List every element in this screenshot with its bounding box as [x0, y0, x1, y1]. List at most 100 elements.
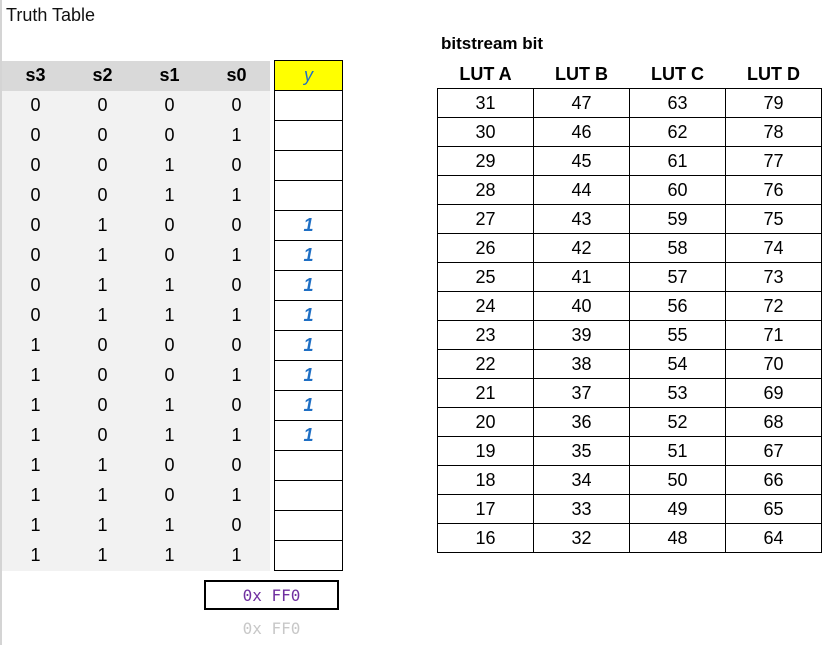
- lut-cell[interactable]: 19: [437, 436, 534, 466]
- cell-y[interactable]: [274, 510, 343, 541]
- lut-cell[interactable]: 66: [725, 465, 822, 495]
- lut-cell[interactable]: 62: [629, 117, 726, 147]
- cell-s0[interactable]: 1: [203, 180, 270, 211]
- cell-s3[interactable]: 1: [2, 450, 69, 481]
- lut-cell[interactable]: 33: [533, 494, 630, 524]
- cell-s1[interactable]: 1: [136, 510, 203, 541]
- cell-s1[interactable]: 0: [136, 210, 203, 241]
- lut-cell[interactable]: 72: [725, 291, 822, 321]
- cell-s1[interactable]: 0: [136, 330, 203, 361]
- lut-cell[interactable]: 69: [725, 378, 822, 408]
- lut-header[interactable]: LUT D: [747, 63, 800, 84]
- cell-s0[interactable]: 1: [203, 120, 270, 151]
- cell-y[interactable]: 1: [274, 330, 343, 361]
- lut-cell[interactable]: 37: [533, 378, 630, 408]
- cell-s3[interactable]: 1: [2, 390, 69, 421]
- lut-cell[interactable]: 59: [629, 204, 726, 234]
- cell-s1[interactable]: 0: [136, 480, 203, 511]
- cell-s1[interactable]: 0: [136, 360, 203, 391]
- cell-s2[interactable]: 0: [69, 390, 136, 421]
- cell-s0[interactable]: 1: [203, 360, 270, 391]
- header-s3[interactable]: s3: [2, 60, 69, 91]
- cell-s0[interactable]: 0: [203, 90, 270, 121]
- lut-cell[interactable]: 48: [629, 523, 726, 553]
- cell-y[interactable]: [274, 480, 343, 511]
- cell-s2[interactable]: 0: [69, 420, 136, 451]
- lut-cell[interactable]: 38: [533, 349, 630, 379]
- lut-header[interactable]: LUT C: [651, 63, 704, 84]
- lut-cell[interactable]: 17: [437, 494, 534, 524]
- cell-s0[interactable]: 1: [203, 300, 270, 331]
- cell-s1[interactable]: 0: [136, 120, 203, 151]
- lut-cell[interactable]: 31: [437, 88, 534, 118]
- lut-cell[interactable]: 64: [725, 523, 822, 553]
- lut-cell[interactable]: 68: [725, 407, 822, 437]
- cell-y[interactable]: [274, 450, 343, 481]
- header-s2[interactable]: s2: [69, 60, 136, 91]
- lut-cell[interactable]: 79: [725, 88, 822, 118]
- cell-s3[interactable]: 0: [2, 300, 69, 331]
- cell-y[interactable]: 1: [274, 420, 343, 451]
- lut-cell[interactable]: 21: [437, 378, 534, 408]
- cell-s2[interactable]: 0: [69, 150, 136, 181]
- lut-cell[interactable]: 49: [629, 494, 726, 524]
- cell-s0[interactable]: 0: [203, 330, 270, 361]
- cell-s3[interactable]: 0: [2, 90, 69, 121]
- cell-s2[interactable]: 1: [69, 540, 136, 571]
- cell-s2[interactable]: 0: [69, 120, 136, 151]
- cell-s3[interactable]: 1: [2, 540, 69, 571]
- cell-y[interactable]: 1: [274, 210, 343, 241]
- lut-cell[interactable]: 30: [437, 117, 534, 147]
- cell-y[interactable]: [274, 540, 343, 571]
- cell-y[interactable]: [274, 150, 343, 181]
- lut-cell[interactable]: 26: [437, 233, 534, 263]
- cell-s2[interactable]: 0: [69, 330, 136, 361]
- cell-s1[interactable]: 1: [136, 180, 203, 211]
- lut-cell[interactable]: 32: [533, 523, 630, 553]
- lut-cell[interactable]: 40: [533, 291, 630, 321]
- cell-s3[interactable]: 0: [2, 270, 69, 301]
- lut-cell[interactable]: 20: [437, 407, 534, 437]
- lut-cell[interactable]: 67: [725, 436, 822, 466]
- cell-s3[interactable]: 0: [2, 150, 69, 181]
- cell-s0[interactable]: 0: [203, 390, 270, 421]
- lut-cell[interactable]: 44: [533, 175, 630, 205]
- header-s0[interactable]: s0: [203, 60, 270, 91]
- lut-cell[interactable]: 29: [437, 146, 534, 176]
- lut-cell[interactable]: 18: [437, 465, 534, 495]
- lut-cell[interactable]: 58: [629, 233, 726, 263]
- cell-y[interactable]: 1: [274, 240, 343, 271]
- cell-s2[interactable]: 1: [69, 510, 136, 541]
- lut-cell[interactable]: 41: [533, 262, 630, 292]
- cell-s3[interactable]: 0: [2, 210, 69, 241]
- lut-cell[interactable]: 56: [629, 291, 726, 321]
- cell-s3[interactable]: 1: [2, 480, 69, 511]
- cell-y[interactable]: 1: [274, 360, 343, 391]
- lut-header[interactable]: LUT B: [555, 63, 608, 84]
- lut-cell[interactable]: 42: [533, 233, 630, 263]
- lut-cell[interactable]: 46: [533, 117, 630, 147]
- cell-s3[interactable]: 0: [2, 120, 69, 151]
- cell-y[interactable]: [274, 90, 343, 121]
- cell-s1[interactable]: 0: [136, 240, 203, 271]
- cell-s3[interactable]: 1: [2, 330, 69, 361]
- cell-s1[interactable]: 1: [136, 150, 203, 181]
- lut-cell[interactable]: 65: [725, 494, 822, 524]
- lut-cell[interactable]: 54: [629, 349, 726, 379]
- lut-cell[interactable]: 39: [533, 320, 630, 350]
- lut-cell[interactable]: 35: [533, 436, 630, 466]
- lut-cell[interactable]: 78: [725, 117, 822, 147]
- header-y[interactable]: y: [274, 60, 343, 91]
- lut-cell[interactable]: 22: [437, 349, 534, 379]
- cell-s0[interactable]: 0: [203, 450, 270, 481]
- cell-y[interactable]: 1: [274, 390, 343, 421]
- header-s1[interactable]: s1: [136, 60, 203, 91]
- lut-cell[interactable]: 70: [725, 349, 822, 379]
- cell-s0[interactable]: 0: [203, 270, 270, 301]
- lut-cell[interactable]: 36: [533, 407, 630, 437]
- cell-s0[interactable]: 0: [203, 510, 270, 541]
- lut-cell[interactable]: 57: [629, 262, 726, 292]
- lut-cell[interactable]: 73: [725, 262, 822, 292]
- cell-s1[interactable]: 0: [136, 450, 203, 481]
- lut-cell[interactable]: 27: [437, 204, 534, 234]
